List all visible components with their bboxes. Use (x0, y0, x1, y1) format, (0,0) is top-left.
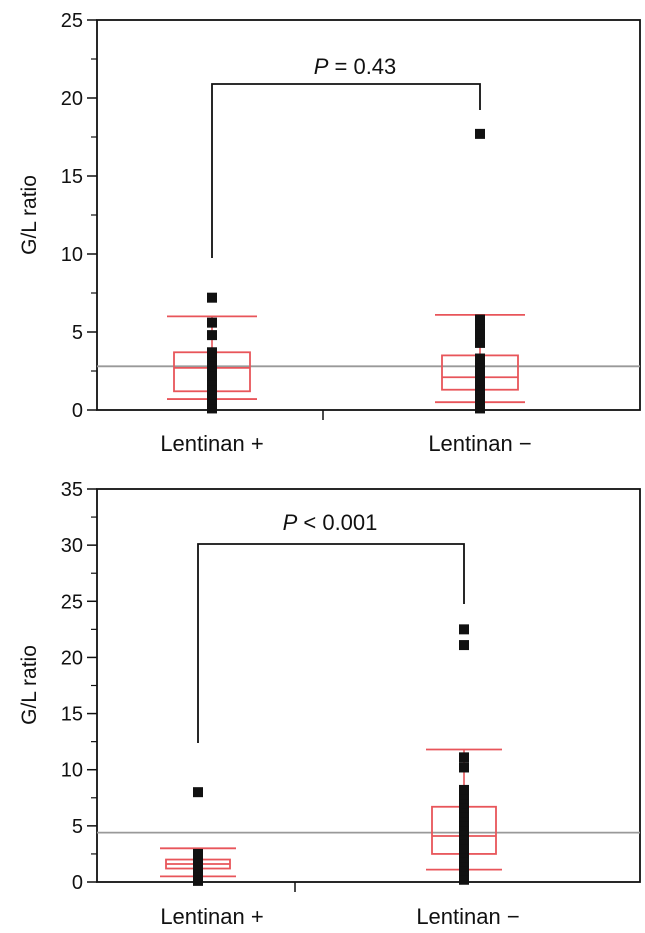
data-point-lentinan-minus (475, 353, 485, 364)
category-label-lentinan-plus-bottom: Lentinan + (160, 904, 263, 929)
y-tick-label-top: 25 (61, 10, 83, 32)
data-point-lentinan-minus (475, 128, 485, 139)
y-tick-label-top: 0 (72, 400, 83, 422)
category-label-lentinan-plus-top: Lentinan + (160, 431, 263, 456)
data-point-lentinan-plus (207, 347, 217, 358)
data-point-lentinan-plus (193, 848, 203, 859)
category-label-lentinan-minus-top: Lentinan − (428, 431, 531, 456)
data-point-lentinan-plus (193, 787, 203, 798)
y-tick-label-bottom: 30 (61, 535, 83, 557)
y-tick-label-bottom: 10 (61, 760, 83, 782)
data-point-lentinan-plus (207, 330, 217, 341)
y-tick-label-top: 15 (61, 166, 83, 188)
data-point-lentinan-minus (459, 640, 469, 651)
data-point-lentinan-minus (475, 314, 485, 325)
data-point-lentinan-plus (207, 317, 217, 328)
y-tick-label-bottom: 5 (72, 816, 83, 838)
data-point-lentinan-minus (459, 624, 469, 635)
data-point-lentinan-plus (207, 292, 217, 303)
p-value-label-bottom: P < 0.001 (283, 510, 378, 535)
y-tick-label-top: 20 (61, 88, 83, 110)
data-point-lentinan-minus (475, 369, 485, 380)
data-point-lentinan-minus (459, 752, 469, 763)
significance-bracket-top (211, 83, 481, 258)
plot-frame-bottom (96, 488, 641, 883)
data-point-lentinan-minus (459, 784, 469, 795)
y-tick-label-bottom: 35 (61, 479, 83, 501)
y-tick-label-bottom: 20 (61, 647, 83, 669)
y-tick-label-bottom: 15 (61, 704, 83, 726)
y-tick-label-bottom: 0 (72, 872, 83, 894)
category-label-lentinan-minus-bottom: Lentinan − (416, 904, 519, 929)
p-value-label-top: P = 0.43 (314, 54, 397, 79)
y-axis-title-top: G/L ratio (18, 175, 41, 255)
data-point-lentinan-minus (459, 762, 469, 773)
data-point-lentinan-minus (475, 375, 485, 386)
y-axis-title-bottom: G/L ratio (18, 645, 41, 725)
y-tick-label-bottom: 25 (61, 591, 83, 613)
y-tick-label-top: 10 (61, 244, 83, 266)
y-tick-label-top: 5 (72, 322, 83, 344)
significance-bracket-bottom (197, 543, 465, 743)
